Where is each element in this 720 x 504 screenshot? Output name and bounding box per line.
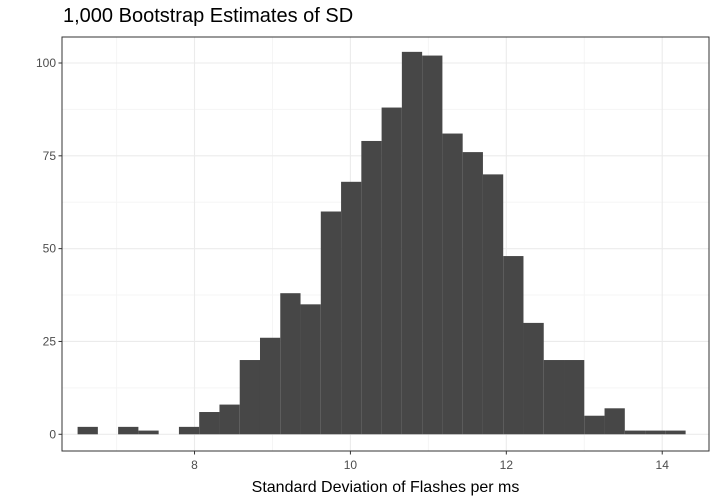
histogram-bar [280,293,301,435]
histogram-bar [77,426,98,435]
histogram-bar [604,408,625,435]
x-axis: 8 10 12 14 [191,451,669,472]
x-tick-label: 8 [191,458,198,472]
histogram-bar [584,415,605,435]
histogram-bar [178,426,200,435]
y-tick-label: 25 [43,334,57,348]
histogram-bar [462,152,483,435]
chart-title: 1,000 Bootstrap Estimates of SD [63,5,354,27]
histogram-bar [523,322,544,435]
histogram-bar [259,337,281,435]
histogram-bar [665,430,686,435]
histogram-bar [543,360,565,435]
panel-border [61,36,710,452]
histogram-bar [645,430,666,435]
histogram-bar [401,51,423,435]
histogram-bars [77,51,686,435]
y-tick-label: 75 [43,149,57,163]
y-tick-label: 50 [43,242,57,256]
histogram-bar [320,211,342,435]
histogram-bar [118,426,139,435]
y-axis: 0 25 50 75 100 [36,56,62,441]
histogram-bar [138,430,159,435]
histogram-bar [442,133,463,435]
histogram-bar [219,404,240,435]
histogram-bar [482,174,504,435]
x-tick-label: 12 [500,458,514,472]
histogram-bar [341,181,362,435]
x-axis-title: Standard Deviation of Flashes per ms [252,479,520,496]
histogram-bar [361,140,382,435]
histogram-bar [199,412,220,435]
y-tick-label: 100 [36,56,56,70]
histogram-bar [381,107,402,435]
histogram-bar [422,55,443,435]
x-tick-label: 14 [656,458,670,472]
histogram-bar [300,304,321,435]
histogram-bar [239,360,260,435]
histogram-bar [503,256,524,435]
y-tick-label: 0 [49,427,56,441]
histogram-bar [624,430,646,435]
histogram-bar [564,360,585,435]
x-tick-label: 10 [344,458,358,472]
